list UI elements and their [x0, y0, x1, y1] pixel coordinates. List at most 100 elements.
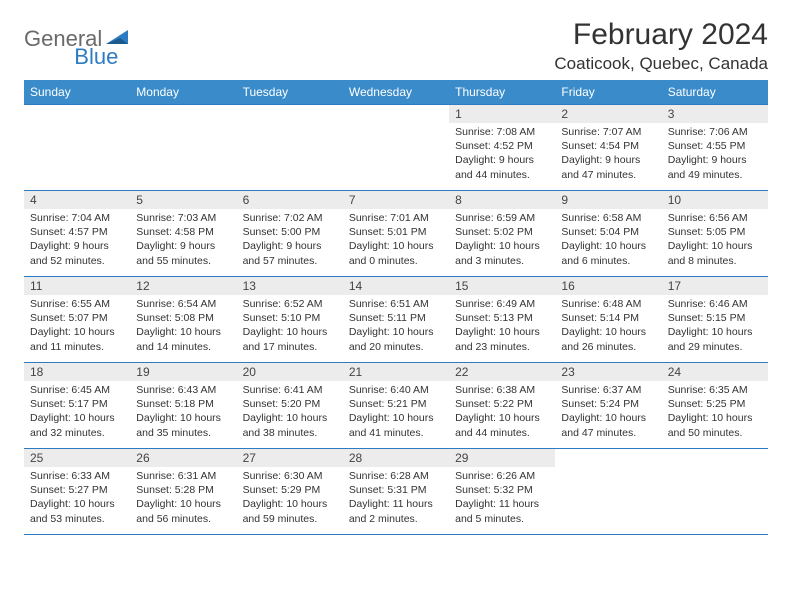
- calendar-cell: 3Sunrise: 7:06 AMSunset: 4:55 PMDaylight…: [662, 105, 768, 191]
- day-header: Sunday: [24, 80, 130, 105]
- cell-body: Sunrise: 6:54 AMSunset: 5:08 PMDaylight:…: [130, 295, 236, 358]
- day-number: 2: [555, 105, 661, 123]
- logo-text-blue: Blue: [74, 44, 118, 70]
- sunrise-line: Sunrise: 7:06 AM: [668, 125, 762, 139]
- cell-body: Sunrise: 6:48 AMSunset: 5:14 PMDaylight:…: [555, 295, 661, 358]
- sunset-line: Sunset: 5:20 PM: [243, 397, 337, 411]
- calendar-cell: 18Sunrise: 6:45 AMSunset: 5:17 PMDayligh…: [24, 363, 130, 449]
- sunrise-line: Sunrise: 6:38 AM: [455, 383, 549, 397]
- sunset-line: Sunset: 5:11 PM: [349, 311, 443, 325]
- header: General Blue February 2024 Coaticook, Qu…: [24, 18, 768, 74]
- calendar-cell: 28Sunrise: 6:28 AMSunset: 5:31 PMDayligh…: [343, 449, 449, 535]
- sunrise-line: Sunrise: 6:46 AM: [668, 297, 762, 311]
- cell-body: Sunrise: 6:31 AMSunset: 5:28 PMDaylight:…: [130, 467, 236, 530]
- sunrise-line: Sunrise: 6:30 AM: [243, 469, 337, 483]
- sunrise-line: Sunrise: 6:48 AM: [561, 297, 655, 311]
- daylight-line: Daylight: 11 hours and 2 minutes.: [349, 497, 443, 525]
- sunset-line: Sunset: 5:28 PM: [136, 483, 230, 497]
- sunrise-line: Sunrise: 7:02 AM: [243, 211, 337, 225]
- sunrise-line: Sunrise: 6:56 AM: [668, 211, 762, 225]
- sunrise-line: Sunrise: 6:31 AM: [136, 469, 230, 483]
- calendar-cell: [237, 105, 343, 191]
- daylight-line: Daylight: 10 hours and 47 minutes.: [561, 411, 655, 439]
- calendar-cell: [555, 449, 661, 535]
- sunset-line: Sunset: 5:32 PM: [455, 483, 549, 497]
- sunset-line: Sunset: 5:15 PM: [668, 311, 762, 325]
- sunrise-line: Sunrise: 6:59 AM: [455, 211, 549, 225]
- daylight-line: Daylight: 9 hours and 47 minutes.: [561, 153, 655, 181]
- sunset-line: Sunset: 5:07 PM: [30, 311, 124, 325]
- cell-body: Sunrise: 6:41 AMSunset: 5:20 PMDaylight:…: [237, 381, 343, 444]
- sunrise-line: Sunrise: 6:41 AM: [243, 383, 337, 397]
- day-number: 29: [449, 449, 555, 467]
- day-number: 19: [130, 363, 236, 381]
- sunrise-line: Sunrise: 7:04 AM: [30, 211, 124, 225]
- sunrise-line: Sunrise: 6:37 AM: [561, 383, 655, 397]
- day-number: 11: [24, 277, 130, 295]
- sunset-line: Sunset: 4:57 PM: [30, 225, 124, 239]
- sunrise-line: Sunrise: 7:08 AM: [455, 125, 549, 139]
- calendar-cell: 6Sunrise: 7:02 AMSunset: 5:00 PMDaylight…: [237, 191, 343, 277]
- sunrise-line: Sunrise: 6:49 AM: [455, 297, 549, 311]
- calendar-cell: 16Sunrise: 6:48 AMSunset: 5:14 PMDayligh…: [555, 277, 661, 363]
- sunset-line: Sunset: 4:52 PM: [455, 139, 549, 153]
- daylight-line: Daylight: 10 hours and 23 minutes.: [455, 325, 549, 353]
- calendar-row: 1Sunrise: 7:08 AMSunset: 4:52 PMDaylight…: [24, 105, 768, 191]
- location: Coaticook, Quebec, Canada: [554, 54, 768, 74]
- calendar-cell: 22Sunrise: 6:38 AMSunset: 5:22 PMDayligh…: [449, 363, 555, 449]
- calendar-row: 11Sunrise: 6:55 AMSunset: 5:07 PMDayligh…: [24, 277, 768, 363]
- cell-body: Sunrise: 6:43 AMSunset: 5:18 PMDaylight:…: [130, 381, 236, 444]
- sunrise-line: Sunrise: 7:03 AM: [136, 211, 230, 225]
- sunset-line: Sunset: 5:27 PM: [30, 483, 124, 497]
- day-header: Tuesday: [237, 80, 343, 105]
- sunset-line: Sunset: 5:21 PM: [349, 397, 443, 411]
- cell-body: Sunrise: 6:58 AMSunset: 5:04 PMDaylight:…: [555, 209, 661, 272]
- sunrise-line: Sunrise: 7:01 AM: [349, 211, 443, 225]
- calendar-cell: 4Sunrise: 7:04 AMSunset: 4:57 PMDaylight…: [24, 191, 130, 277]
- daylight-line: Daylight: 10 hours and 41 minutes.: [349, 411, 443, 439]
- daylight-line: Daylight: 10 hours and 6 minutes.: [561, 239, 655, 267]
- daylight-line: Daylight: 9 hours and 57 minutes.: [243, 239, 337, 267]
- sunset-line: Sunset: 4:58 PM: [136, 225, 230, 239]
- day-number: 27: [237, 449, 343, 467]
- sunset-line: Sunset: 5:29 PM: [243, 483, 337, 497]
- cell-body: Sunrise: 6:33 AMSunset: 5:27 PMDaylight:…: [24, 467, 130, 530]
- sunset-line: Sunset: 5:01 PM: [349, 225, 443, 239]
- daylight-line: Daylight: 10 hours and 53 minutes.: [30, 497, 124, 525]
- daylight-line: Daylight: 10 hours and 3 minutes.: [455, 239, 549, 267]
- day-number: 3: [662, 105, 768, 123]
- sunset-line: Sunset: 5:24 PM: [561, 397, 655, 411]
- day-number: 24: [662, 363, 768, 381]
- day-number: 25: [24, 449, 130, 467]
- calendar-cell: 15Sunrise: 6:49 AMSunset: 5:13 PMDayligh…: [449, 277, 555, 363]
- calendar-cell: 13Sunrise: 6:52 AMSunset: 5:10 PMDayligh…: [237, 277, 343, 363]
- logo: General Blue: [24, 18, 180, 52]
- cell-body: Sunrise: 7:02 AMSunset: 5:00 PMDaylight:…: [237, 209, 343, 272]
- calendar-cell: 27Sunrise: 6:30 AMSunset: 5:29 PMDayligh…: [237, 449, 343, 535]
- day-number: 6: [237, 191, 343, 209]
- day-number: 17: [662, 277, 768, 295]
- cell-body: Sunrise: 6:59 AMSunset: 5:02 PMDaylight:…: [449, 209, 555, 272]
- daylight-line: Daylight: 10 hours and 56 minutes.: [136, 497, 230, 525]
- day-number: 8: [449, 191, 555, 209]
- sunset-line: Sunset: 5:05 PM: [668, 225, 762, 239]
- sunrise-line: Sunrise: 6:55 AM: [30, 297, 124, 311]
- day-header: Wednesday: [343, 80, 449, 105]
- sunrise-line: Sunrise: 6:54 AM: [136, 297, 230, 311]
- cell-body: Sunrise: 6:37 AMSunset: 5:24 PMDaylight:…: [555, 381, 661, 444]
- daylight-line: Daylight: 10 hours and 26 minutes.: [561, 325, 655, 353]
- calendar-body: 1Sunrise: 7:08 AMSunset: 4:52 PMDaylight…: [24, 105, 768, 535]
- daylight-line: Daylight: 10 hours and 14 minutes.: [136, 325, 230, 353]
- day-number: 18: [24, 363, 130, 381]
- cell-body: Sunrise: 6:52 AMSunset: 5:10 PMDaylight:…: [237, 295, 343, 358]
- calendar-row: 4Sunrise: 7:04 AMSunset: 4:57 PMDaylight…: [24, 191, 768, 277]
- sunset-line: Sunset: 5:13 PM: [455, 311, 549, 325]
- day-number: 5: [130, 191, 236, 209]
- cell-body: Sunrise: 6:51 AMSunset: 5:11 PMDaylight:…: [343, 295, 449, 358]
- calendar-cell: 10Sunrise: 6:56 AMSunset: 5:05 PMDayligh…: [662, 191, 768, 277]
- calendar-cell: 29Sunrise: 6:26 AMSunset: 5:32 PMDayligh…: [449, 449, 555, 535]
- calendar-row: 25Sunrise: 6:33 AMSunset: 5:27 PMDayligh…: [24, 449, 768, 535]
- day-number: 9: [555, 191, 661, 209]
- cell-body: Sunrise: 6:30 AMSunset: 5:29 PMDaylight:…: [237, 467, 343, 530]
- daylight-line: Daylight: 10 hours and 11 minutes.: [30, 325, 124, 353]
